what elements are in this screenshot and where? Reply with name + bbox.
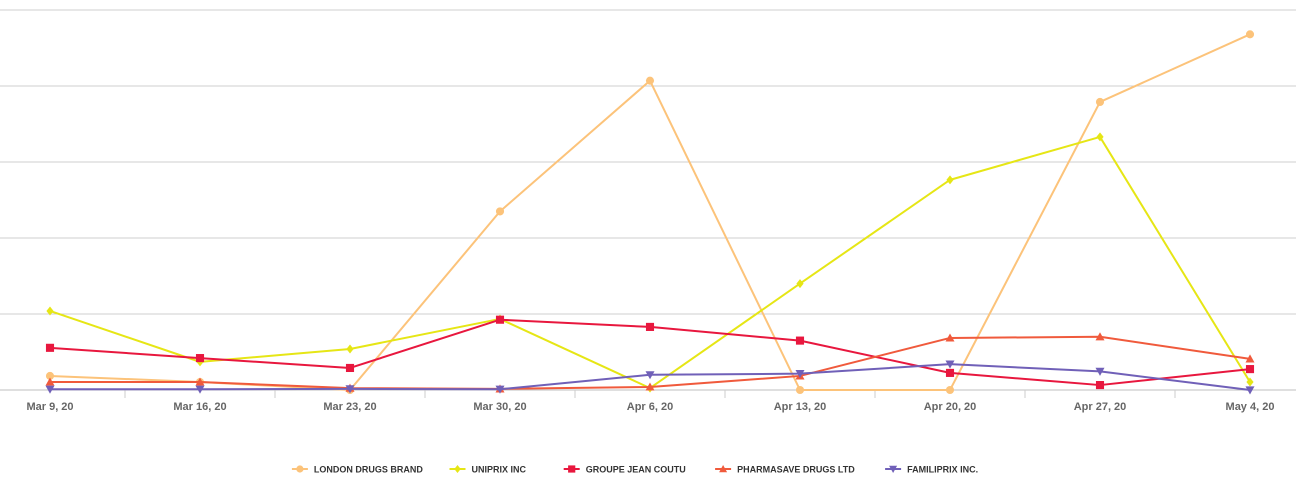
data-point[interactable] — [645, 76, 655, 85]
data-point[interactable] — [45, 377, 55, 386]
x-tick-label: Apr 13, 20 — [774, 401, 827, 413]
legend-symbol — [885, 465, 902, 473]
legend-label: GROUPE JEAN COUTU — [586, 465, 686, 475]
data-point[interactable] — [495, 385, 505, 394]
data-point[interactable] — [1096, 132, 1104, 142]
legend-symbol — [291, 465, 308, 473]
data-point[interactable] — [345, 363, 355, 373]
legend-item[interactable]: UNIPRIX INC — [449, 465, 527, 475]
x-tick-label: Mar 30, 20 — [473, 401, 526, 413]
series-line — [50, 335, 1251, 390]
data-point[interactable] — [1095, 332, 1105, 341]
x-tick-label: Apr 6, 20 — [627, 401, 673, 413]
data-point[interactable] — [1095, 367, 1105, 376]
legend-label: LONDON DRUGS BRAND — [314, 465, 423, 475]
series-4 — [45, 360, 1255, 395]
x-tick-label: Apr 27, 20 — [1074, 401, 1127, 413]
data-point[interactable] — [45, 385, 55, 394]
data-point[interactable] — [195, 354, 205, 363]
data-point[interactable] — [45, 371, 55, 380]
data-point[interactable] — [345, 385, 355, 394]
legend-symbol — [715, 465, 732, 473]
data-point[interactable] — [45, 343, 55, 352]
legend-item[interactable]: PHARMASAVE DRUGS LTD — [715, 465, 855, 475]
series-3 — [45, 332, 1255, 393]
data-point[interactable] — [195, 377, 205, 386]
series-2 — [45, 315, 1255, 390]
x-tick-label: Mar 16, 20 — [173, 401, 226, 413]
x-tick-label: Mar 23, 20 — [323, 401, 376, 413]
data-point[interactable] — [945, 385, 955, 395]
series-0 — [45, 30, 1255, 395]
data-point[interactable] — [1095, 97, 1105, 107]
legend-label: FAMILIPRIX INC. — [907, 465, 978, 475]
data-point[interactable] — [346, 344, 354, 354]
data-point[interactable] — [645, 322, 655, 331]
data-point[interactable] — [495, 315, 505, 324]
data-point[interactable] — [1245, 365, 1255, 374]
data-point[interactable] — [945, 368, 955, 377]
data-point[interactable] — [1245, 354, 1255, 363]
legend-item[interactable]: GROUPE JEAN COUTU — [563, 465, 686, 475]
x-tick-label: Mar 9, 20 — [26, 401, 73, 413]
data-point[interactable] — [946, 175, 954, 185]
data-point[interactable] — [195, 385, 205, 394]
series-1 — [46, 132, 1254, 393]
data-point[interactable] — [1246, 377, 1254, 387]
data-point[interactable] — [795, 370, 805, 379]
data-point[interactable] — [645, 371, 655, 380]
data-point[interactable] — [796, 279, 804, 289]
data-point[interactable] — [795, 336, 805, 345]
data-point[interactable] — [1245, 30, 1255, 39]
legend-label: PHARMASAVE DRUGS LTD — [737, 465, 855, 475]
data-point[interactable] — [1245, 386, 1255, 395]
x-tick-label: May 4, 20 — [1226, 401, 1275, 413]
series-line — [49, 135, 1251, 390]
data-point[interactable] — [945, 333, 955, 342]
legend-symbol — [449, 465, 466, 473]
data-point[interactable] — [46, 306, 54, 316]
data-point[interactable] — [945, 360, 955, 369]
legend-item[interactable]: LONDON DRUGS BRAND — [291, 465, 423, 475]
x-axis: Mar 9, 20 Mar 16, 20 Mar 23, 20 Mar 30, 20 A… — [26, 390, 1275, 413]
legend-label: UNIPRIX INC — [472, 465, 527, 475]
legend-symbol — [563, 465, 580, 473]
legend-item[interactable]: FAMILIPRIX INC. — [885, 465, 978, 475]
data-point[interactable] — [795, 385, 805, 395]
series-layer — [45, 30, 1255, 395]
legend: LONDON DRUGS BRAND UNIPRIX INC GROUPE JEAN… — [291, 465, 978, 475]
x-tick-label: Apr 20, 20 — [924, 401, 977, 413]
data-point[interactable] — [645, 382, 655, 391]
gridlines — [0, 9, 1296, 391]
data-point[interactable] — [1095, 381, 1105, 390]
data-point[interactable] — [495, 207, 505, 216]
